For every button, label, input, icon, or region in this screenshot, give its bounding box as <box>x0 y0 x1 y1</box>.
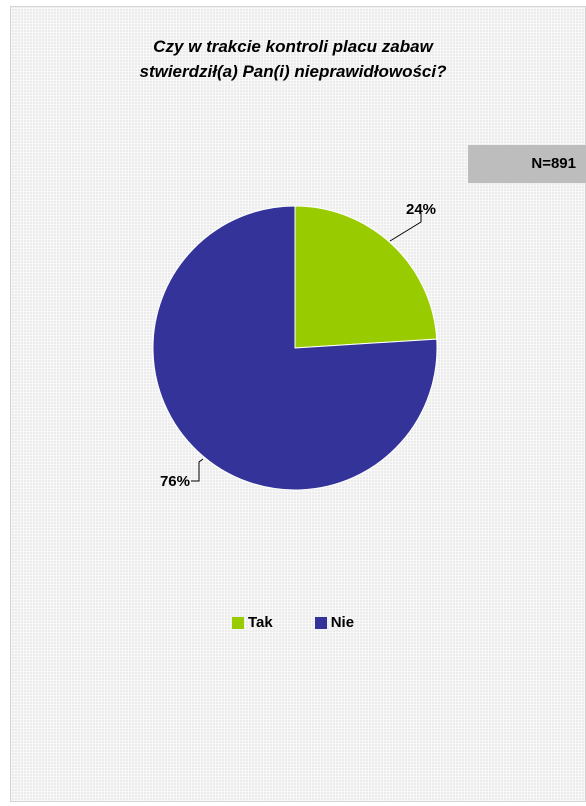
legend-item-tak: Tak <box>231 614 273 631</box>
legend-swatch-tak <box>231 616 244 629</box>
legend: Tak Nie <box>0 614 586 631</box>
pie-slice-nie <box>152 205 438 491</box>
chart-title: Czy w trakcie kontroli placu zabaw stwie… <box>0 34 586 84</box>
chart-title-line-1: Czy w trakcie kontroli placu zabaw <box>153 37 433 56</box>
pie-slice-tak <box>294 205 438 349</box>
data-label-nie: 76% <box>160 473 190 490</box>
legend-swatch-nie <box>314 616 327 629</box>
legend-label-nie: Nie <box>330 614 355 631</box>
leader-line-nie <box>191 458 204 482</box>
chart-title-line-2: stwierdził(a) Pan(i) nieprawidłowości? <box>139 62 447 81</box>
sample-size-badge: N=891 <box>468 145 586 183</box>
legend-item-nie: Nie <box>314 614 355 631</box>
leader-line-tak <box>389 213 422 242</box>
data-label-tak: 24% <box>406 201 436 218</box>
legend-label-tak: Tak <box>247 614 273 631</box>
